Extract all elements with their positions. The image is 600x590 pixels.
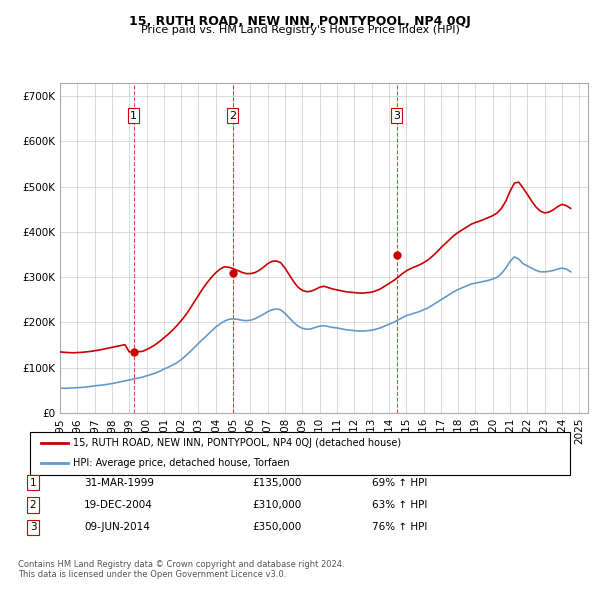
Text: 2: 2 bbox=[229, 111, 236, 120]
Text: 09-JUN-2014: 09-JUN-2014 bbox=[84, 523, 150, 532]
Text: 69% ↑ HPI: 69% ↑ HPI bbox=[372, 478, 427, 487]
Text: 15, RUTH ROAD, NEW INN, PONTYPOOL, NP4 0QJ (detached house): 15, RUTH ROAD, NEW INN, PONTYPOOL, NP4 0… bbox=[73, 438, 401, 448]
Text: 1: 1 bbox=[29, 478, 37, 487]
Text: 1: 1 bbox=[130, 111, 137, 120]
Text: 3: 3 bbox=[393, 111, 400, 120]
Text: 63% ↑ HPI: 63% ↑ HPI bbox=[372, 500, 427, 510]
Text: £135,000: £135,000 bbox=[252, 478, 301, 487]
Text: Contains HM Land Registry data © Crown copyright and database right 2024.
This d: Contains HM Land Registry data © Crown c… bbox=[18, 560, 344, 579]
Text: £350,000: £350,000 bbox=[252, 523, 301, 532]
Text: 3: 3 bbox=[29, 523, 37, 532]
Text: 76% ↑ HPI: 76% ↑ HPI bbox=[372, 523, 427, 532]
Text: HPI: Average price, detached house, Torfaen: HPI: Average price, detached house, Torf… bbox=[73, 458, 290, 468]
Text: Price paid vs. HM Land Registry's House Price Index (HPI): Price paid vs. HM Land Registry's House … bbox=[140, 25, 460, 35]
Text: 31-MAR-1999: 31-MAR-1999 bbox=[84, 478, 154, 487]
Text: 2: 2 bbox=[29, 500, 37, 510]
Text: 15, RUTH ROAD, NEW INN, PONTYPOOL, NP4 0QJ: 15, RUTH ROAD, NEW INN, PONTYPOOL, NP4 0… bbox=[129, 15, 471, 28]
Text: £310,000: £310,000 bbox=[252, 500, 301, 510]
Text: 19-DEC-2004: 19-DEC-2004 bbox=[84, 500, 153, 510]
FancyBboxPatch shape bbox=[30, 432, 570, 475]
